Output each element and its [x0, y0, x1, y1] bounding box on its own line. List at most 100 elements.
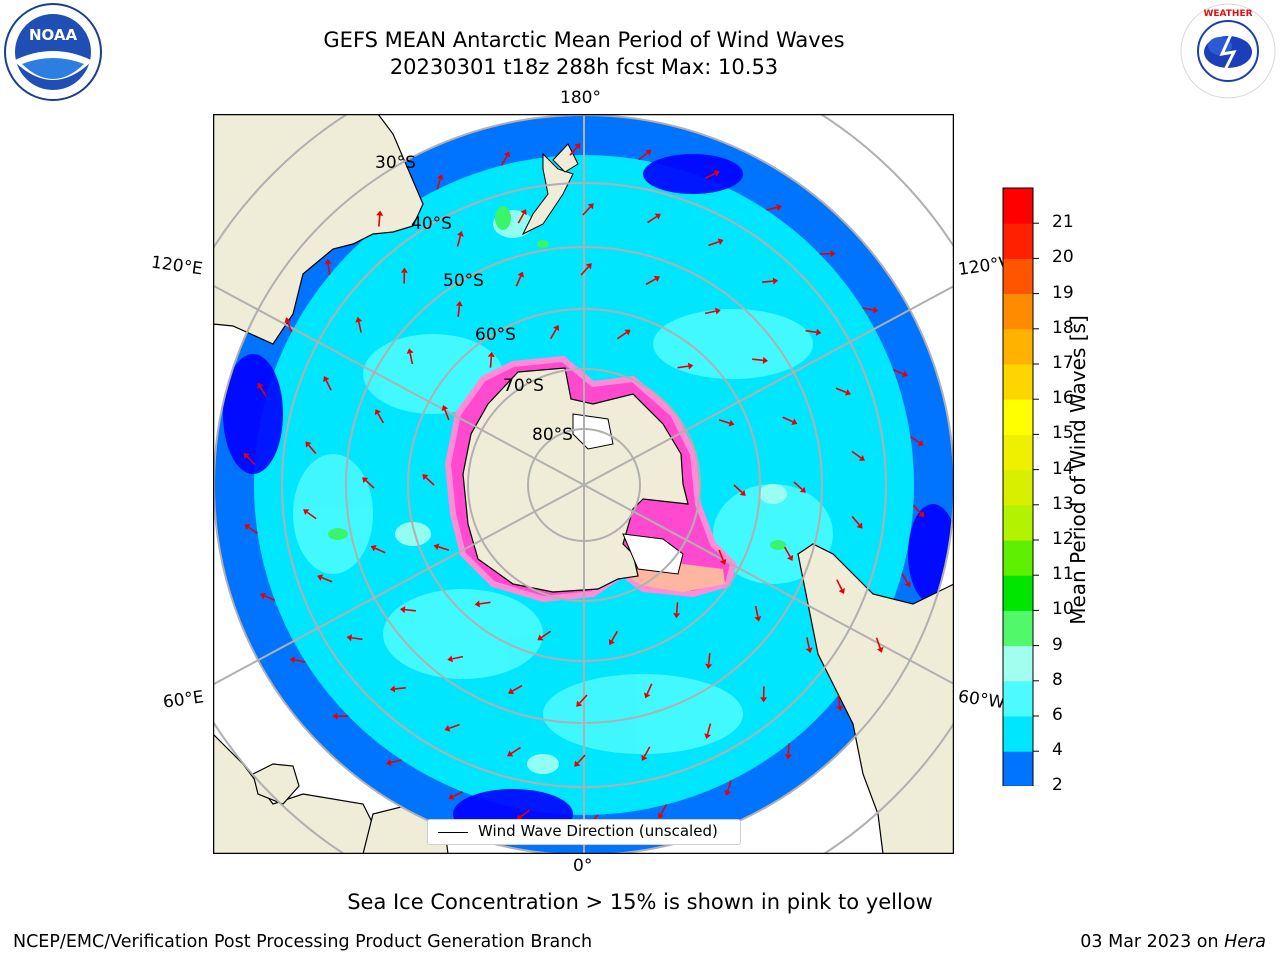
wave-direction-arrow — [541, 630, 552, 639]
colorbar-tick-label: 15 — [1052, 423, 1074, 444]
wave-direction-arrow — [264, 595, 276, 601]
wave-direction-arrow — [390, 759, 402, 764]
wave-direction-arrowhead — [724, 790, 732, 796]
wave-direction-arrowhead — [872, 306, 879, 314]
wave-direction-arrow — [875, 637, 881, 649]
colorbar-tick-label: 4 — [1052, 740, 1063, 761]
wave-direction-arrow — [766, 206, 778, 211]
noaa-logo: NOAA — [2, 2, 104, 102]
colorbar-segment — [1003, 610, 1033, 647]
colorbar-tick-label: 13 — [1052, 493, 1074, 514]
lat-label-30s: 30°S — [375, 153, 416, 173]
wave-direction-arrow — [321, 576, 333, 583]
wave-direction-arrowhead — [503, 151, 511, 158]
wave-direction-arrow — [448, 723, 460, 730]
wave-direction-arrowhead — [487, 351, 495, 358]
wave-direction-arrowhead — [284, 317, 292, 324]
wave-direction-arrow — [578, 694, 588, 704]
wave-direction-arrow — [704, 310, 716, 315]
wave-direction-arrow — [660, 804, 667, 815]
footer-credit: NCEP/EMC/Verification Post Processing Pr… — [13, 932, 593, 952]
wave-direction-arrow — [645, 278, 656, 286]
lat-label-40s: 40°S — [411, 214, 452, 234]
wave-direction-arrowhead — [303, 509, 310, 516]
wave-direction-arrowhead — [608, 639, 615, 646]
wave-direction-arrowhead — [362, 477, 369, 484]
wave-direction-arrow — [327, 263, 331, 275]
wave-direction-arrow — [351, 636, 363, 641]
wave-direction-arrowhead — [422, 474, 429, 481]
wave-direction-arrowhead — [844, 389, 851, 396]
lon-label-180: 180° — [560, 88, 601, 108]
colorbar-segment — [1003, 575, 1033, 611]
wave-direction-arrow — [707, 653, 711, 665]
wave-direction-arrowhead — [715, 307, 721, 315]
wave-direction-arrow — [806, 637, 811, 649]
wave-direction-arrow — [783, 546, 791, 557]
wave-direction-arrow — [892, 369, 904, 375]
wave-direction-arrowhead — [917, 439, 924, 446]
wave-direction-arrow — [457, 305, 461, 317]
wave-direction-arrowhead — [537, 634, 544, 641]
wave-direction-arrowhead — [346, 634, 353, 642]
wave-direction-arrow — [452, 655, 464, 660]
colorbar-segment — [1003, 328, 1033, 365]
wave-direction-arrow — [611, 630, 619, 642]
wave-direction-arrowhead — [705, 663, 713, 670]
wave-direction-arrow — [357, 321, 362, 333]
wave-direction-arrow — [708, 240, 720, 247]
wave-direction-arrow — [901, 573, 909, 584]
wave-direction-arrowhead — [904, 581, 911, 588]
wave-direction-arrowhead — [516, 814, 523, 821]
lon-label-120e: 120°E — [149, 252, 204, 280]
wave-direction-arrowhead — [587, 203, 594, 210]
svg-text:WEATHER: WEATHER — [1203, 9, 1252, 19]
wave-direction-arrowhead — [657, 812, 665, 819]
wave-direction-arrowhead — [713, 170, 720, 177]
wave-direction-arrowhead — [317, 574, 324, 581]
wave-direction-arrow — [515, 275, 522, 287]
wave-direction-arrowhead — [830, 250, 836, 258]
wave-direction-arrowhead — [436, 174, 444, 180]
wave-direction-arrow — [718, 549, 724, 561]
wave-direction-arrowhead — [805, 647, 813, 654]
wave-direction-arrowhead — [585, 263, 592, 270]
wave-direction-arrowhead — [574, 143, 581, 150]
colorbar-tick-label: 21 — [1052, 212, 1074, 233]
wave-direction-arrow — [438, 546, 450, 551]
colorbar-tick-label: 2 — [1052, 775, 1063, 796]
wave-direction-arrowhead — [374, 409, 381, 416]
wave-direction-arrow — [704, 172, 716, 179]
wave-direction-arrow — [287, 321, 293, 333]
colorbar-tick-label: 11 — [1052, 564, 1074, 585]
colorbar-segment — [1003, 645, 1033, 682]
wave-direction-arrow — [836, 579, 843, 590]
wave-direction-arrow — [706, 723, 712, 735]
lat-label-80s: 80°S — [532, 425, 573, 445]
wave-direction-arrowhead — [433, 543, 440, 551]
colorbar-tick-label: 9 — [1052, 634, 1063, 655]
wave-direction-arrow — [837, 695, 841, 707]
wave-direction-arrow — [647, 215, 658, 224]
colorbar-segment — [1003, 188, 1033, 224]
wave-direction-arrow — [549, 328, 557, 340]
wave-direction-arrow — [248, 526, 259, 535]
wave-direction-arrowhead — [441, 405, 449, 411]
wave-direction-arrowhead — [406, 348, 414, 354]
wave-direction-arrowhead — [799, 486, 806, 493]
wave-direction-arrowhead — [776, 204, 783, 211]
wave-direction-arrow — [616, 331, 627, 340]
wave-direction-arrowhead — [687, 362, 694, 370]
wave-direction-arrow — [479, 601, 491, 605]
wave-direction-arrowhead — [323, 375, 330, 383]
legend-line-sample — [438, 832, 468, 833]
wave-direction-arrow — [718, 419, 730, 424]
land-madagascar — [252, 763, 300, 805]
nws-logo: WEATHER — [1178, 2, 1278, 100]
wave-direction-arrowhead — [645, 149, 652, 156]
footer-date: 03 Mar 2023 on Hera — [1080, 932, 1266, 952]
wave-direction-arrow — [501, 155, 508, 166]
wave-direction-arrowhead — [389, 685, 396, 693]
colorbar-tick-label: 10 — [1052, 599, 1074, 620]
wave-direction-arrow — [456, 235, 462, 247]
